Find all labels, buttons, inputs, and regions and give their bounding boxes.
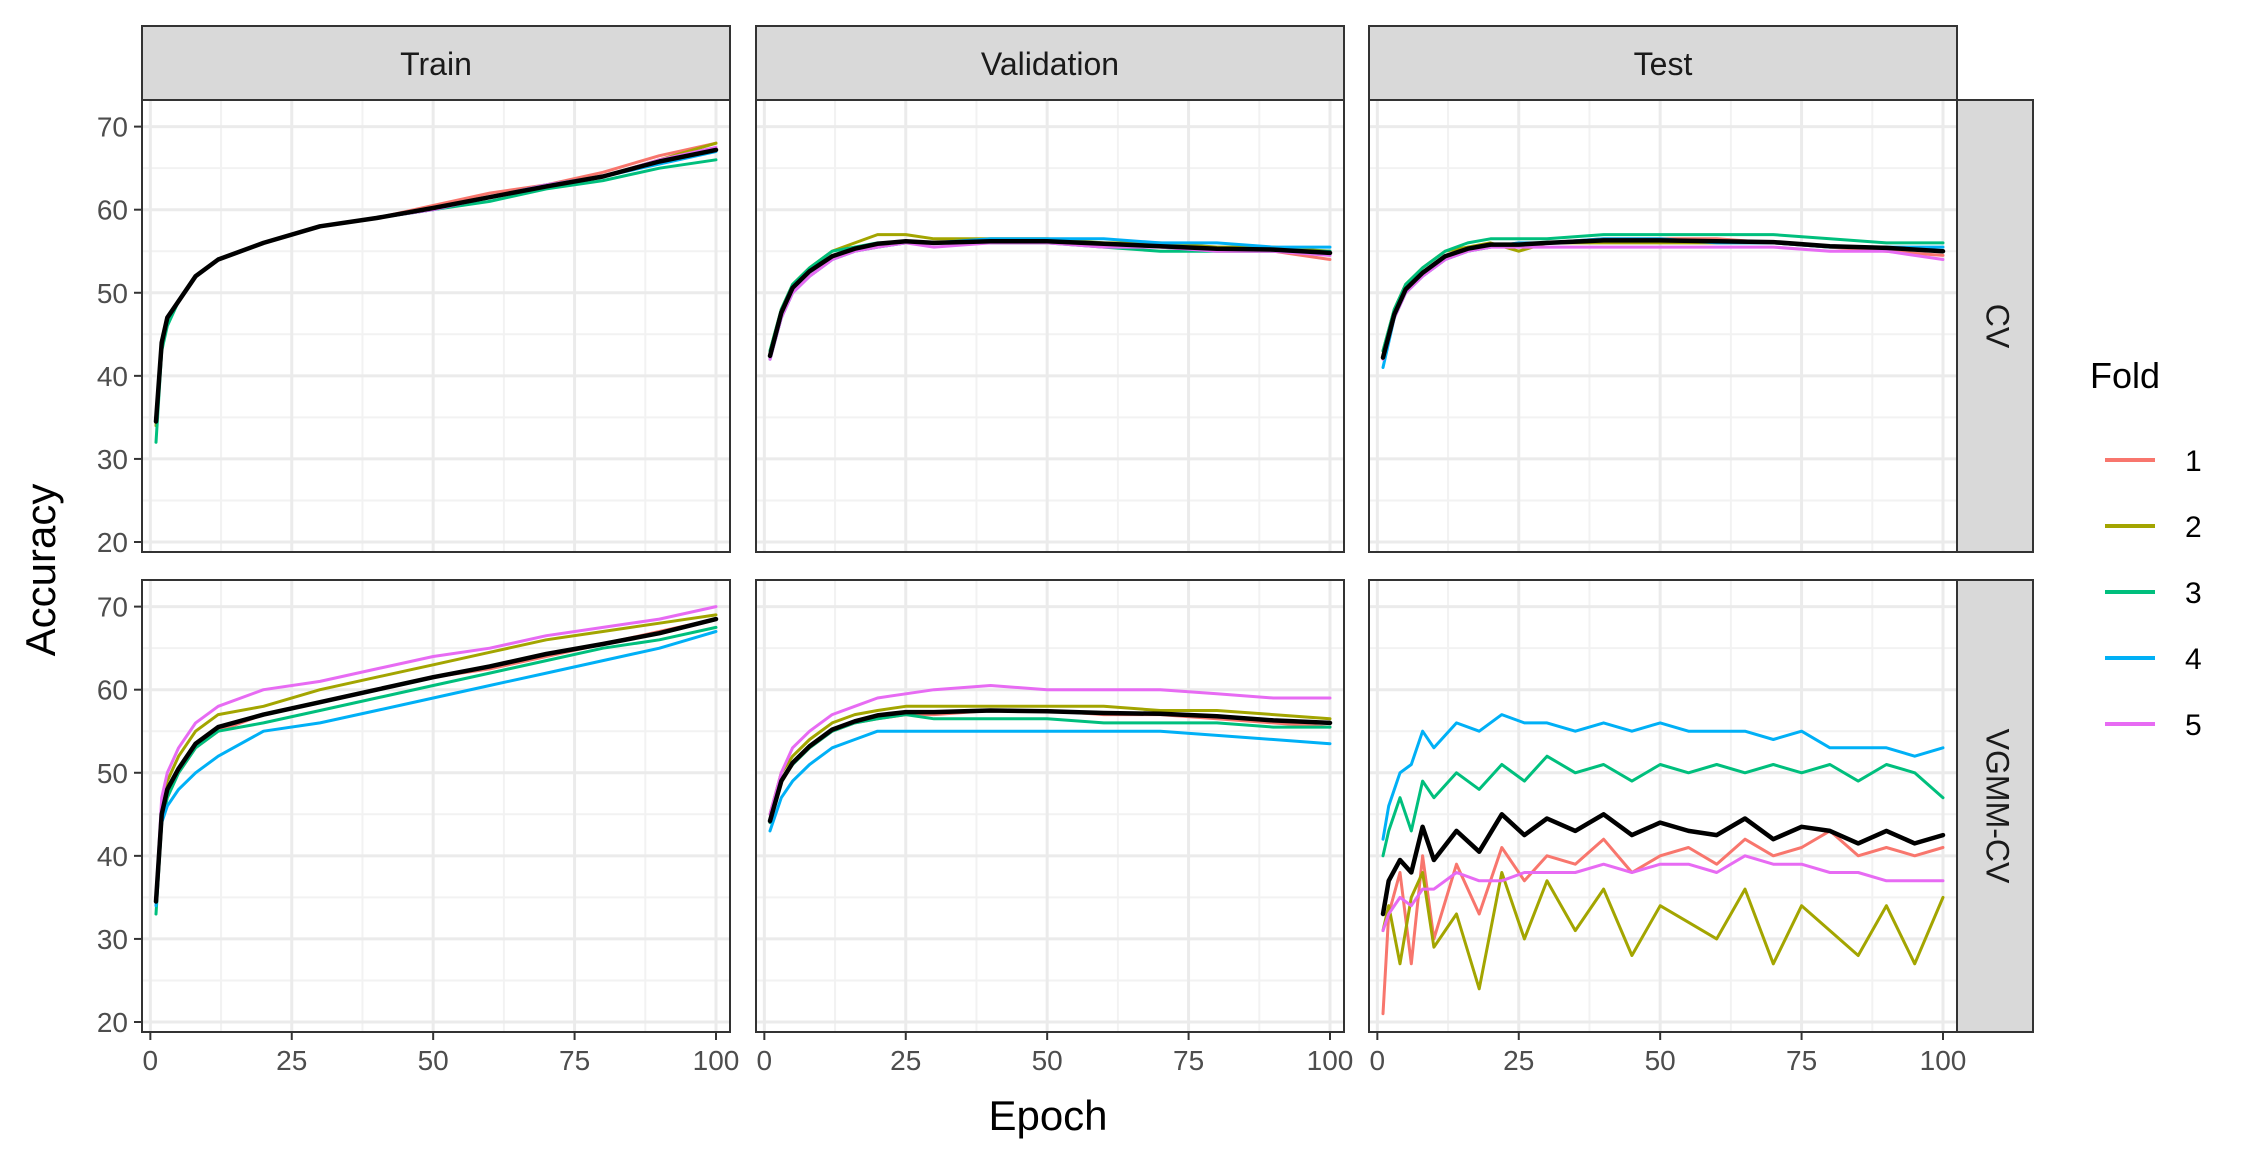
series-line-fold-3 xyxy=(154,625,718,916)
series-group xyxy=(767,233,1333,361)
series-line-fold-4 xyxy=(154,630,718,908)
panel-train-vgmm-cv xyxy=(142,580,730,1032)
series-group xyxy=(153,605,719,916)
legend-label: 4 xyxy=(2185,643,2202,676)
x-tick-label: 0 xyxy=(1370,1045,1386,1076)
panels-layer xyxy=(141,99,1958,1033)
y-tick-label: 60 xyxy=(97,675,128,706)
y-tick-label: 70 xyxy=(97,112,128,143)
x-tick-label: 25 xyxy=(890,1045,921,1076)
panel-test-cv xyxy=(1369,100,1957,552)
series-line-fold-3 xyxy=(1381,233,1945,353)
series-group xyxy=(153,141,719,444)
legend-title: Fold xyxy=(2090,355,2160,396)
x-tick-label: 100 xyxy=(1307,1045,1354,1076)
strip-label-row: CV xyxy=(1980,304,2016,349)
legend-label: 3 xyxy=(2185,577,2202,610)
series-line-mean xyxy=(1380,238,1946,360)
panel-background xyxy=(1369,100,1957,552)
panel-background xyxy=(756,100,1344,552)
y-tick-label: 30 xyxy=(97,924,128,955)
strip-label-column: Validation xyxy=(981,46,1119,82)
x-axis-title: Epoch xyxy=(988,1092,1107,1139)
x-tick-label: 0 xyxy=(757,1045,773,1076)
y-tick-label: 30 xyxy=(97,444,128,475)
series-line-mean xyxy=(153,616,719,904)
x-tick-label: 75 xyxy=(1173,1045,1204,1076)
legend-label: 5 xyxy=(2185,709,2202,742)
strip-row xyxy=(1956,579,2034,1033)
series-line-fold-3 xyxy=(1381,754,1945,858)
y-tick-label: 40 xyxy=(97,841,128,872)
x-tick-label: 25 xyxy=(1503,1045,1534,1076)
series-line-fold-4 xyxy=(768,729,1332,833)
strip-label-column: Train xyxy=(400,46,472,82)
x-tick-label: 50 xyxy=(418,1045,449,1076)
strip-label-row: VGMM-CV xyxy=(1980,729,2016,884)
x-tick-label: 100 xyxy=(1920,1045,1967,1076)
panel-border xyxy=(141,579,731,1033)
y-tick-label: 40 xyxy=(97,361,128,392)
x-tick-label: 75 xyxy=(559,1045,590,1076)
y-tick-label: 20 xyxy=(97,1007,128,1038)
y-tick-label: 20 xyxy=(97,527,128,558)
series-line-fold-5 xyxy=(768,684,1332,816)
x-tick-label: 50 xyxy=(1032,1045,1063,1076)
series-line-fold-5 xyxy=(1381,854,1945,933)
panel-border xyxy=(755,579,1345,1033)
x-tick-label: 75 xyxy=(1786,1045,1817,1076)
series-line-mean xyxy=(767,239,1333,359)
panel-test-vgmm-cv xyxy=(1369,580,1957,1032)
strip-column xyxy=(1368,25,1958,101)
strip-row xyxy=(1956,99,2034,553)
series-line-fold-5 xyxy=(1381,245,1945,361)
y-tick-label: 70 xyxy=(97,592,128,623)
y-tick-label: 50 xyxy=(97,278,128,309)
series-line-fold-2 xyxy=(768,704,1332,816)
series-line-fold-5 xyxy=(154,605,718,899)
series-line-fold-4 xyxy=(1381,713,1945,841)
panel-validation-cv xyxy=(756,100,1344,552)
y-axis-title: Accuracy xyxy=(17,484,64,657)
strip-label-column: Test xyxy=(1634,46,1693,82)
series-line-mean xyxy=(153,147,719,424)
y-tick-label: 50 xyxy=(97,758,128,789)
series-group xyxy=(1380,713,1946,1016)
y-tick-label: 60 xyxy=(97,195,128,226)
series-line-mean xyxy=(1380,812,1946,917)
x-tick-label: 50 xyxy=(1645,1045,1676,1076)
panel-background xyxy=(756,580,1344,1032)
x-tick-label: 100 xyxy=(693,1045,740,1076)
series-line-fold-2 xyxy=(154,613,718,899)
legend-label: 1 xyxy=(2185,445,2202,478)
x-tick-label: 0 xyxy=(143,1045,159,1076)
strip-column xyxy=(141,25,731,101)
legend: Fold 1 2 3 4 5 xyxy=(2090,355,2202,742)
series-line-fold-2 xyxy=(1381,871,1945,991)
strip-column xyxy=(755,25,1345,101)
series-line-mean xyxy=(767,708,1333,824)
series-group xyxy=(1380,233,1946,369)
legend-label: 2 xyxy=(2185,511,2202,544)
panel-validation-vgmm-cv xyxy=(756,580,1344,1032)
series-group xyxy=(767,684,1333,833)
x-tick-label: 25 xyxy=(276,1045,307,1076)
axes-layer: 20 30 40 50 60 70 20 30 40 50 60 70 0 25 50 75 100 0 25 50 7… xyxy=(97,112,1967,1076)
strips-layer: Train Validation Test CV VGMM-CV xyxy=(141,25,2034,1033)
